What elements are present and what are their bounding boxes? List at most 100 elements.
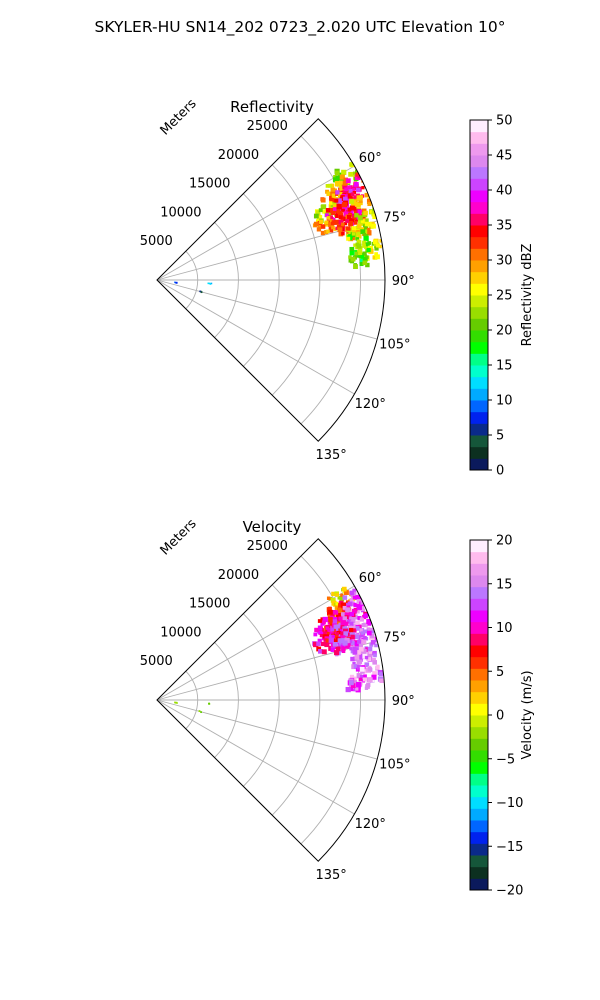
echo-cell bbox=[354, 634, 360, 640]
echo-cell bbox=[341, 608, 347, 614]
echo-cell bbox=[337, 638, 343, 644]
colorbar-segment bbox=[470, 820, 488, 833]
echo-cell bbox=[352, 206, 357, 211]
colorbar-tick-label: 15 bbox=[496, 577, 513, 592]
echo-cell bbox=[334, 219, 340, 225]
echo-cell bbox=[198, 710, 201, 712]
echo-cell bbox=[326, 607, 332, 613]
echo-cell bbox=[371, 674, 377, 680]
colorbar-segment bbox=[470, 120, 488, 133]
theta-tick-label: 105° bbox=[379, 338, 410, 353]
echo-cell bbox=[361, 648, 367, 654]
colorbar-segment bbox=[470, 341, 488, 354]
theta-tick-label: 120° bbox=[355, 397, 386, 412]
radial-tick-label: 5000 bbox=[140, 234, 173, 249]
echo-cell bbox=[365, 242, 370, 247]
echo-cell bbox=[373, 653, 377, 658]
echo-cell bbox=[356, 195, 362, 201]
echo-cell bbox=[341, 649, 346, 654]
echo-cell bbox=[353, 220, 358, 225]
echo-cell bbox=[341, 638, 346, 642]
echo-cell bbox=[354, 217, 359, 222]
echo-cell bbox=[348, 686, 354, 692]
echo-cell bbox=[346, 633, 350, 637]
echo-layer bbox=[174, 162, 383, 294]
radial-tick-label: 25000 bbox=[247, 119, 288, 134]
echo-cell bbox=[350, 623, 356, 629]
theta-tick-label: 135° bbox=[315, 448, 346, 463]
colorbar-segment bbox=[470, 551, 488, 564]
echo-cell bbox=[358, 201, 363, 206]
echo-cell bbox=[346, 199, 351, 204]
echo-cell bbox=[353, 264, 358, 270]
echo-cell bbox=[352, 661, 356, 666]
echo-cell bbox=[337, 628, 342, 633]
echo-cell bbox=[327, 628, 332, 632]
colorbar-segment bbox=[470, 260, 488, 273]
echo-cell bbox=[350, 656, 355, 662]
echo-cell bbox=[343, 222, 348, 226]
echo-cell bbox=[350, 218, 355, 223]
echo-cell bbox=[357, 215, 363, 221]
radial-tick-label: 20000 bbox=[218, 148, 259, 163]
echo-cell bbox=[356, 604, 362, 610]
colorbar-segment bbox=[470, 691, 488, 704]
echo-cell bbox=[200, 291, 203, 294]
echo-cell bbox=[333, 175, 337, 179]
echo-cell bbox=[355, 594, 361, 601]
echo-cell bbox=[356, 665, 362, 670]
echo-cell bbox=[317, 619, 322, 623]
echo-cell bbox=[354, 174, 360, 180]
echo-cell bbox=[374, 643, 378, 648]
echo-cell bbox=[313, 632, 318, 637]
echo-cell bbox=[357, 209, 362, 214]
colorbar-segment bbox=[470, 656, 488, 669]
echo-cell bbox=[330, 183, 335, 188]
colorbar-segment bbox=[470, 680, 488, 693]
echo-cell bbox=[343, 211, 349, 217]
echo-cell bbox=[356, 243, 362, 249]
echo-cell bbox=[364, 686, 369, 690]
echo-cell bbox=[358, 624, 362, 629]
angular-gridline bbox=[156, 699, 378, 760]
echo-cell bbox=[366, 618, 372, 625]
echo-cell bbox=[360, 255, 365, 259]
echo-cell bbox=[359, 628, 363, 632]
echo-cell bbox=[359, 262, 364, 267]
echo-cell bbox=[354, 647, 359, 651]
echo-cell bbox=[316, 215, 323, 221]
colorbar-segment bbox=[470, 598, 488, 611]
echo-cell bbox=[349, 162, 354, 167]
echo-cell bbox=[322, 616, 328, 623]
colorbar-segment bbox=[470, 855, 488, 868]
echo-cell bbox=[356, 639, 362, 645]
echo-cell bbox=[351, 618, 356, 623]
colorbar-tick-label: 45 bbox=[496, 149, 513, 164]
echo-cell bbox=[371, 636, 376, 641]
echo-cell bbox=[354, 642, 360, 647]
echo-cell bbox=[357, 223, 362, 229]
echo-cell bbox=[351, 608, 357, 614]
echo-cell bbox=[348, 189, 353, 194]
colorbar-tick-label: 5 bbox=[496, 429, 504, 444]
echo-cell bbox=[320, 224, 326, 229]
echo-cell bbox=[332, 612, 337, 618]
colorbar-tick-label: −10 bbox=[496, 796, 523, 811]
echo-cell bbox=[356, 187, 361, 193]
echo-cell bbox=[324, 641, 330, 648]
echo-cell bbox=[352, 235, 358, 240]
echo-cell bbox=[321, 620, 326, 625]
echo-cell bbox=[374, 246, 379, 251]
echo-cell bbox=[347, 193, 353, 199]
echo-cell bbox=[320, 641, 326, 647]
echo-cell bbox=[340, 631, 346, 637]
echo-cell bbox=[341, 231, 345, 236]
theta-tick-label: 75° bbox=[383, 210, 406, 225]
colorbar-segment bbox=[470, 131, 488, 144]
colorbar-segment bbox=[470, 318, 488, 331]
echo-cell bbox=[338, 191, 344, 198]
echo-cell bbox=[175, 701, 178, 704]
colorbar-segment bbox=[470, 306, 488, 319]
echo-cell bbox=[364, 662, 370, 668]
echo-cell bbox=[358, 198, 363, 203]
